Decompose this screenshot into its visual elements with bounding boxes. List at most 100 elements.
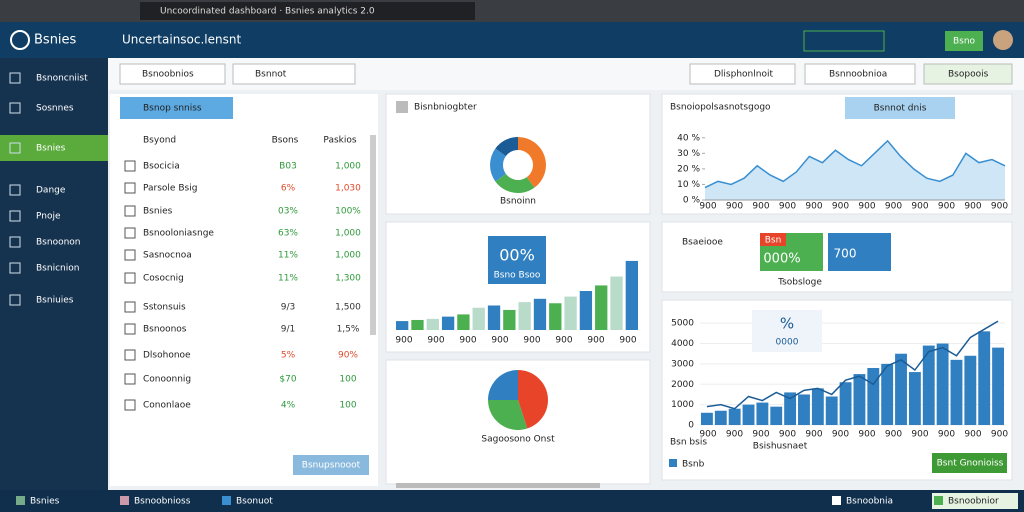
bar (881, 363, 894, 425)
table-footer-button[interactable] (293, 455, 369, 475)
checkbox[interactable] (124, 301, 136, 313)
card-button[interactable] (845, 97, 955, 119)
x-tick-label: 900 (885, 430, 902, 440)
badge (752, 310, 822, 352)
sidebar-active (0, 135, 108, 161)
sidebar-item[interactable]: Dange (36, 186, 66, 196)
checkbox[interactable] (124, 272, 136, 284)
dropdown[interactable] (119, 63, 226, 85)
sidebar-item[interactable]: Sosnnes (36, 104, 74, 114)
bar (426, 318, 439, 330)
pie-slice (488, 400, 528, 430)
donut-label: Bsnoinn (500, 197, 536, 207)
checkbox[interactable] (124, 399, 136, 411)
row-name: Conoonnig (143, 375, 191, 385)
footer-item[interactable]: Bsnies (30, 497, 60, 507)
x-tick-label: 900 (779, 202, 796, 212)
badge-sub: Bsno Bsoo (494, 271, 541, 281)
pie-label: Sagoosono Onst (481, 435, 555, 445)
row-value: 100% (335, 207, 361, 217)
x-tick-label: 900 (699, 430, 716, 440)
footer-icon (16, 496, 25, 505)
dropdown[interactable] (232, 63, 356, 85)
checkbox[interactable] (124, 182, 136, 194)
toolbar-button[interactable] (689, 63, 796, 85)
checkbox[interactable] (124, 227, 136, 239)
checkbox[interactable] (124, 249, 136, 261)
row-value: 1,030 (335, 184, 361, 194)
bar (518, 302, 531, 330)
bar (853, 374, 866, 425)
row-name: Cosocnig (143, 274, 184, 284)
checkbox[interactable] (124, 373, 136, 385)
card-icon (396, 101, 408, 113)
sidebar-icon (9, 142, 21, 154)
row-name: Bsocicia (143, 162, 180, 172)
toolbar-button[interactable] (923, 63, 1013, 85)
row-value: 11% (278, 274, 298, 284)
sidebar-item[interactable]: Bsnicnion (36, 264, 79, 274)
table-panel (110, 94, 378, 486)
footer-item[interactable]: Bsnoobnia (846, 497, 893, 507)
kpi-blue (828, 233, 891, 271)
row-value: 1,500 (335, 303, 361, 313)
sidebar-icon (9, 262, 21, 274)
checkbox[interactable] (124, 349, 136, 361)
legend-label: Bsnb (682, 460, 705, 470)
sidebar-item[interactable]: Bsnoonon (36, 238, 81, 248)
checkbox[interactable] (124, 323, 136, 335)
footer-item[interactable]: Bsnoobnior (948, 497, 999, 507)
bar (825, 396, 838, 425)
x-tick-label: 900 (858, 430, 875, 440)
bar (756, 402, 769, 425)
x-tick-label: 900 (938, 430, 955, 440)
footer (0, 490, 1024, 512)
sidebar-icon (9, 236, 21, 248)
footer-button[interactable] (932, 493, 1018, 509)
toolbar-button[interactable] (804, 63, 916, 85)
row-value: 4% (281, 401, 296, 411)
x-tick-label: 900 (726, 430, 743, 440)
bar (839, 382, 852, 425)
card-title: Bisnbniogbter (414, 103, 477, 113)
x-tick-label: 900 (555, 336, 572, 346)
bar (728, 408, 741, 425)
card-button[interactable] (932, 453, 1007, 473)
y-tick-label: 5000 (671, 319, 694, 329)
checkbox[interactable] (124, 205, 136, 217)
y-tick-label: 2000 (671, 380, 694, 390)
footer-item[interactable]: Bsnoobnioss (134, 497, 191, 507)
trend-line (706, 320, 999, 410)
sidebar-item[interactable]: Bsnoncniist (36, 74, 88, 84)
table-button-text: Bsnop snniss (143, 104, 202, 114)
dropdown-text: Bsnnot (255, 70, 287, 80)
x-tick-label: 900 (523, 336, 540, 346)
bar (441, 316, 455, 330)
x-tick-label: 900 (726, 202, 743, 212)
bar (964, 355, 977, 425)
bar (936, 343, 949, 425)
x-tick-label: 900 (491, 336, 508, 346)
area-line (704, 139, 1006, 189)
donut-slice (490, 148, 506, 182)
sidebar-item[interactable]: Bsnies (36, 144, 66, 154)
bar (798, 394, 810, 425)
card-button-text: Bsnt Gnonioiss (937, 459, 1004, 469)
row-name: Bsnies (143, 207, 173, 217)
logo-text: Bsnies (34, 33, 77, 48)
row-value: 1,000 (335, 162, 361, 172)
footer-item[interactable]: Bsonuot (236, 497, 273, 507)
sidebar-icon (9, 294, 21, 306)
sidebar-item[interactable]: Pnoje (36, 212, 61, 222)
bar (895, 353, 907, 425)
header-button[interactable] (945, 31, 983, 51)
x-tick-label: 900 (991, 202, 1008, 212)
checkbox[interactable] (124, 160, 136, 172)
kpi-tag-text: Bsn (765, 236, 782, 246)
sidebar-icon (9, 184, 21, 196)
y-tick-label: 40 % (677, 133, 700, 143)
table-button[interactable] (120, 97, 233, 119)
x-tick-label: 900 (699, 202, 716, 212)
sidebar-item[interactable]: Bsniuies (36, 296, 74, 306)
y-tick-label: 10 % (677, 180, 700, 190)
